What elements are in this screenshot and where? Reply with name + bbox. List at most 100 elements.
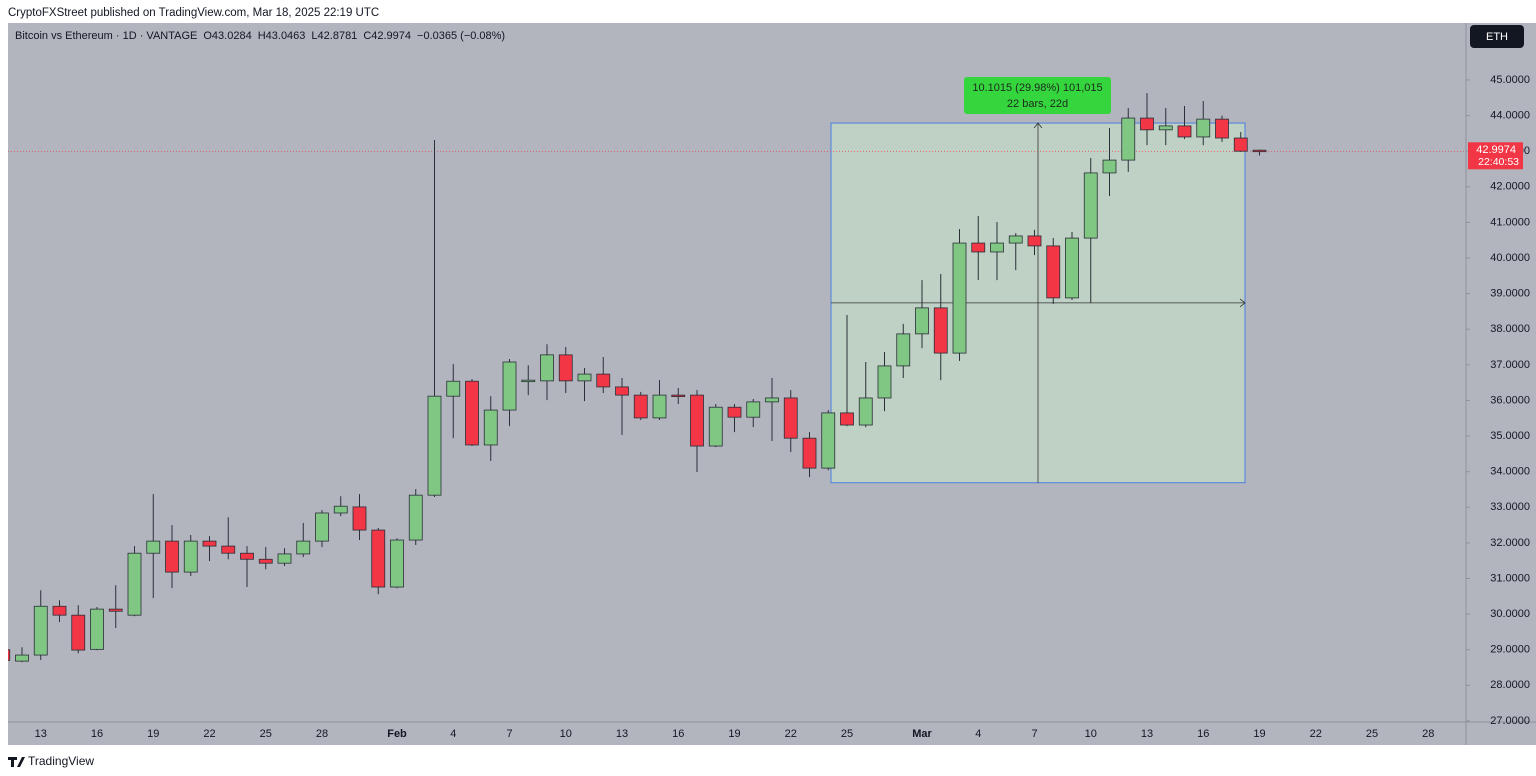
candle-body bbox=[146, 540, 161, 554]
candle-body bbox=[633, 394, 648, 419]
candle-body bbox=[371, 529, 386, 588]
candle-body bbox=[746, 401, 761, 418]
candle-body bbox=[1083, 172, 1098, 239]
y-tick-label: 28.0000 bbox=[1490, 679, 1530, 691]
candle-body bbox=[1177, 125, 1192, 138]
candle-body bbox=[952, 242, 967, 354]
y-tick-label: 32.0000 bbox=[1490, 537, 1530, 549]
measure-arrow-right bbox=[1239, 298, 1246, 308]
measure-label-box bbox=[964, 77, 1111, 114]
candle-body bbox=[821, 412, 836, 469]
symbol-label[interactable]: ETH bbox=[1486, 31, 1508, 43]
candle-body bbox=[15, 654, 29, 662]
candle-body bbox=[502, 361, 517, 411]
candle-body bbox=[652, 394, 667, 419]
x-tick-label: 22 bbox=[203, 728, 215, 740]
x-tick-label: 25 bbox=[841, 728, 853, 740]
x-tick-label: 22 bbox=[785, 728, 797, 740]
candle-body bbox=[840, 412, 854, 426]
publish-header: CryptoFXStreet published on TradingView.… bbox=[8, 7, 379, 19]
candle-body bbox=[483, 409, 498, 446]
x-tick-label: 25 bbox=[260, 728, 272, 740]
x-tick-label: 16 bbox=[672, 728, 684, 740]
chart-title: Bitcoin vs Ethereum · 1D · VANTAGE bbox=[15, 30, 197, 42]
y-tick-label: 30.0000 bbox=[1490, 608, 1530, 620]
candle-body bbox=[1046, 245, 1061, 299]
candle-body bbox=[1008, 235, 1023, 244]
legend-low: L42.8781 bbox=[311, 30, 357, 42]
last-price-label: 42.9974 bbox=[1476, 144, 1516, 156]
y-tick-label: 44.0000 bbox=[1490, 109, 1530, 121]
candle-body bbox=[108, 608, 123, 612]
candle-body bbox=[296, 540, 311, 555]
symbol-button[interactable] bbox=[1470, 25, 1524, 48]
candle-body bbox=[1140, 117, 1154, 131]
candle-body bbox=[221, 545, 236, 554]
candle-body bbox=[727, 406, 742, 418]
x-tick-label: 16 bbox=[91, 728, 103, 740]
x-tick-label: 13 bbox=[35, 728, 47, 740]
x-tick-label: 10 bbox=[1085, 728, 1097, 740]
candle-body bbox=[1121, 117, 1136, 161]
candle-body bbox=[1252, 149, 1267, 153]
candle-body bbox=[1027, 235, 1042, 247]
candle-body bbox=[352, 506, 367, 531]
x-tick-label: 4 bbox=[450, 728, 456, 740]
candle-body bbox=[521, 379, 536, 383]
candle-body bbox=[1196, 118, 1211, 138]
candle-body bbox=[1158, 125, 1173, 131]
candle-body bbox=[8, 649, 11, 661]
candle-body bbox=[596, 373, 611, 388]
candle-body bbox=[408, 494, 423, 541]
candle-body bbox=[33, 605, 48, 656]
candle-body bbox=[577, 373, 592, 382]
y-tick-label: 39.0000 bbox=[1490, 288, 1530, 300]
candle-body bbox=[1065, 237, 1079, 299]
candle-body bbox=[202, 540, 217, 547]
legend-change: −0.0365 (−0.08%) bbox=[417, 30, 505, 42]
candle-body bbox=[708, 406, 723, 447]
candle-body bbox=[990, 242, 1004, 253]
x-tick-label: 16 bbox=[1197, 728, 1209, 740]
candle-body bbox=[315, 512, 329, 542]
y-tick-label: 42.0000 bbox=[1490, 181, 1530, 193]
x-tick-label: 28 bbox=[316, 728, 328, 740]
y-tick-label: 45.0000 bbox=[1490, 74, 1530, 86]
y-tick-label: 37.0000 bbox=[1490, 359, 1530, 371]
measure-sublabel: 22 bars, 22d bbox=[1007, 98, 1068, 110]
candle-body bbox=[465, 380, 479, 446]
x-tick-label: 13 bbox=[1141, 728, 1153, 740]
y-tick-label: 27.0000 bbox=[1490, 715, 1530, 727]
legend-close: C42.9974 bbox=[363, 30, 411, 42]
candle-body bbox=[802, 437, 817, 469]
x-tick-label: 19 bbox=[728, 728, 740, 740]
candle-body bbox=[558, 354, 573, 382]
x-tick-label: 19 bbox=[1253, 728, 1265, 740]
candle-body bbox=[240, 552, 254, 560]
candle-body bbox=[1102, 159, 1117, 174]
y-tick-label: 38.0000 bbox=[1490, 323, 1530, 335]
candle-body bbox=[446, 380, 461, 397]
candle-body bbox=[1233, 137, 1248, 152]
candle-body bbox=[858, 397, 873, 426]
plot-area bbox=[8, 93, 1466, 663]
candle-body bbox=[671, 394, 686, 398]
candle-body bbox=[127, 552, 142, 616]
candle-body bbox=[933, 307, 948, 354]
candle-body bbox=[183, 540, 198, 573]
x-tick-label: 25 bbox=[1366, 728, 1378, 740]
candle-body bbox=[90, 608, 104, 650]
candle-body bbox=[915, 307, 929, 335]
candle-body bbox=[165, 540, 179, 573]
x-tick-label: Mar bbox=[912, 728, 932, 740]
y-tick-label: 41.0000 bbox=[1490, 216, 1530, 228]
x-tick-label: 7 bbox=[506, 728, 512, 740]
x-tick-label: 22 bbox=[1310, 728, 1322, 740]
x-tick-label: 10 bbox=[560, 728, 572, 740]
candle-body bbox=[333, 505, 348, 514]
candle-body bbox=[258, 558, 273, 564]
candle-body bbox=[896, 333, 911, 367]
candle-body bbox=[971, 242, 986, 253]
legend-open: O43.0284 bbox=[203, 30, 251, 42]
x-tick-label: 4 bbox=[975, 728, 981, 740]
